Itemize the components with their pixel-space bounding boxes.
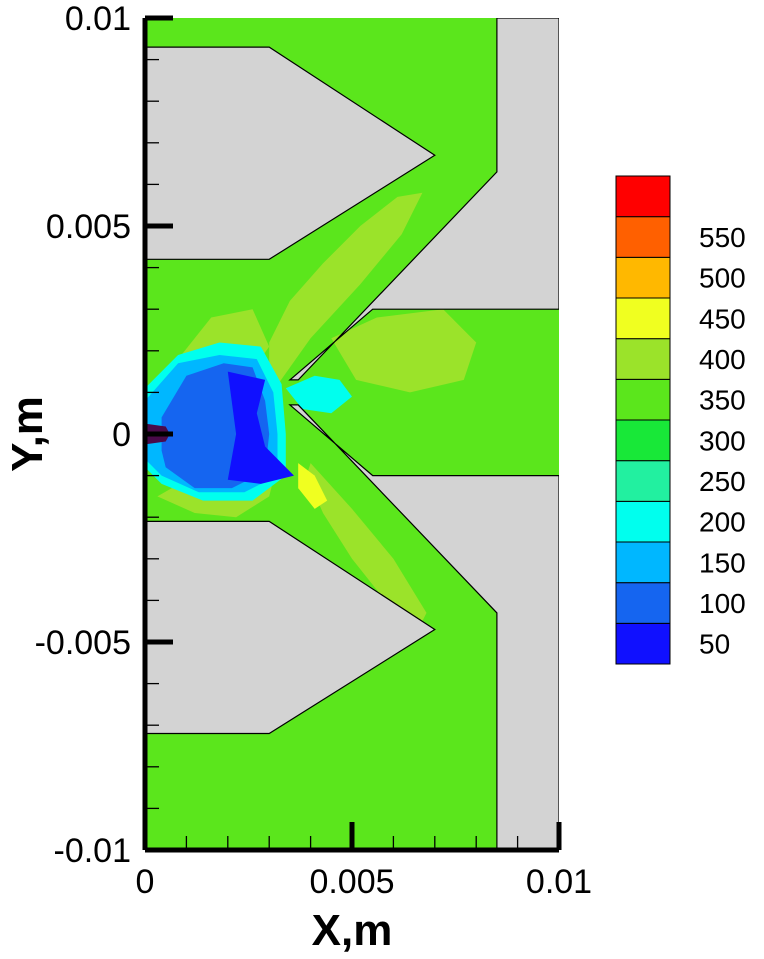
contour-region-400-2	[331, 309, 477, 393]
legend-swatch-100	[615, 582, 671, 624]
legend-swatch-400	[615, 338, 671, 380]
solid-layer	[145, 18, 559, 850]
x-tick-label: 0.01	[526, 863, 592, 901]
legend-swatch-50	[615, 622, 671, 665]
contour-layer	[145, 192, 477, 630]
legend-label: 50	[699, 629, 730, 660]
legend-label: 350	[699, 385, 746, 416]
right-lower-wall	[288, 404, 559, 850]
y-tick-label: 0	[112, 416, 131, 454]
legend-label: 150	[699, 547, 746, 578]
contour-region-50-10	[227, 371, 294, 484]
legend-swatch-500	[615, 256, 671, 299]
x-tick-label: 0.005	[309, 863, 394, 901]
legend-swatch-250	[615, 460, 671, 502]
color-legend: 50 100 150 200 250 300 350 400 450 500 550	[615, 175, 746, 665]
y-tick-label: 0.01	[65, 0, 131, 38]
legend-swatch-150	[615, 541, 671, 584]
legend-swatch-max	[615, 175, 671, 218]
legend-swatch-550	[615, 216, 671, 258]
plot-area	[145, 18, 559, 850]
legend-label: 450	[699, 303, 746, 334]
legend-label: 300	[699, 425, 746, 456]
legend-label: 550	[699, 222, 746, 253]
x-tick-label: 0	[136, 863, 155, 901]
legend-swatch-450	[615, 297, 671, 340]
y-tick-label: -0.005	[35, 624, 131, 662]
legend-swatch-300	[615, 419, 671, 462]
contour-region-400-0	[269, 192, 423, 397]
lower-electrode	[145, 520, 436, 735]
contour-region-200-6	[285, 375, 352, 414]
x-axis-title: X,m	[312, 906, 393, 955]
y-tick-label: -0.01	[54, 832, 132, 870]
legend-label: 200	[699, 507, 746, 538]
legend-swatch-350	[615, 378, 671, 421]
legend-label: 100	[699, 588, 746, 619]
legend-swatch-200	[615, 500, 671, 543]
legend-label: 400	[699, 344, 746, 375]
upper-electrode	[145, 46, 436, 260]
contour-region-400-1	[306, 463, 427, 630]
contour-region-450-5	[298, 463, 328, 509]
legend-label: 500	[699, 263, 746, 294]
y-axis-title: Y,m	[3, 396, 52, 472]
legend-label: 250	[699, 466, 746, 497]
y-tick-label: 0.005	[46, 208, 131, 246]
right-upper-wall	[288, 18, 559, 381]
